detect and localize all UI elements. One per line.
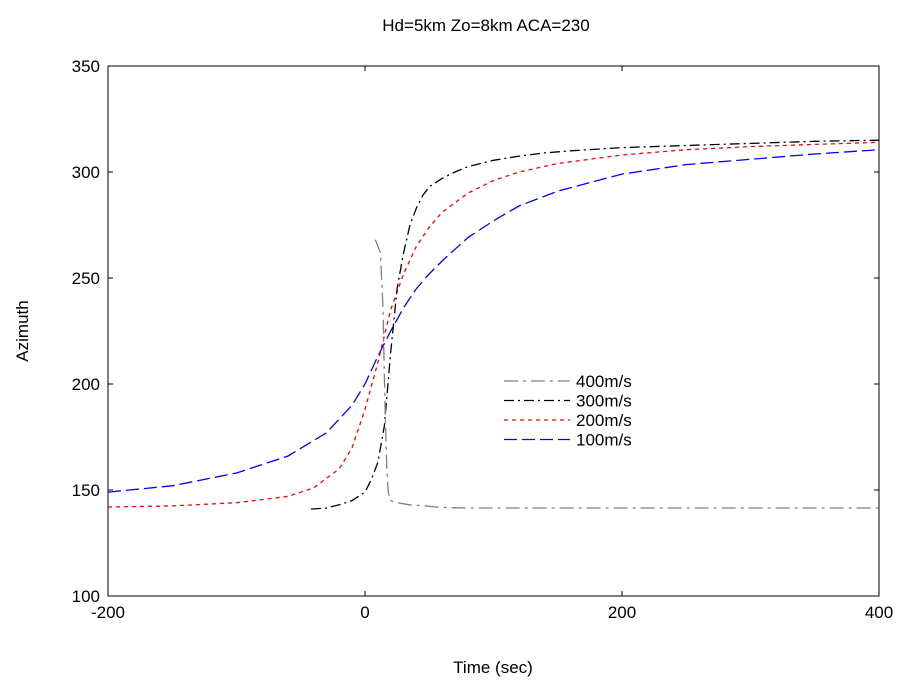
x-tick-label: -200 — [91, 603, 125, 622]
y-axis-label: Azimuth — [13, 300, 32, 361]
legend-label: 100m/s — [576, 431, 632, 450]
series-line-400m/s — [374, 239, 879, 509]
series-line-100m/s — [108, 149, 879, 493]
plot-area-frame — [107, 65, 880, 597]
series-line-300m/s — [310, 139, 879, 510]
axis-ticks — [107, 65, 880, 597]
x-axis-label: Time (sec) — [453, 658, 533, 677]
y-tick-label: 300 — [72, 163, 100, 182]
legend-label: 200m/s — [576, 411, 632, 430]
y-tick-label: 150 — [72, 481, 100, 500]
x-tick-label: 400 — [865, 603, 893, 622]
x-tick-label: 0 — [360, 603, 369, 622]
legend-label: 400m/s — [576, 372, 632, 391]
chart-title: Hd=5km Zo=8km ACA=230 — [382, 16, 589, 35]
x-tick-label: 200 — [608, 603, 636, 622]
tick-labels: -200 0 200 400 100 150 200 250 300 350 — [72, 57, 894, 622]
y-tick-label: 100 — [72, 587, 100, 606]
series-line-200m/s — [108, 141, 879, 508]
y-tick-label: 250 — [72, 269, 100, 288]
y-tick-label: 350 — [72, 57, 100, 76]
legend-label: 300m/s — [576, 392, 632, 411]
y-tick-label: 200 — [72, 375, 100, 394]
series-layer — [108, 139, 879, 510]
